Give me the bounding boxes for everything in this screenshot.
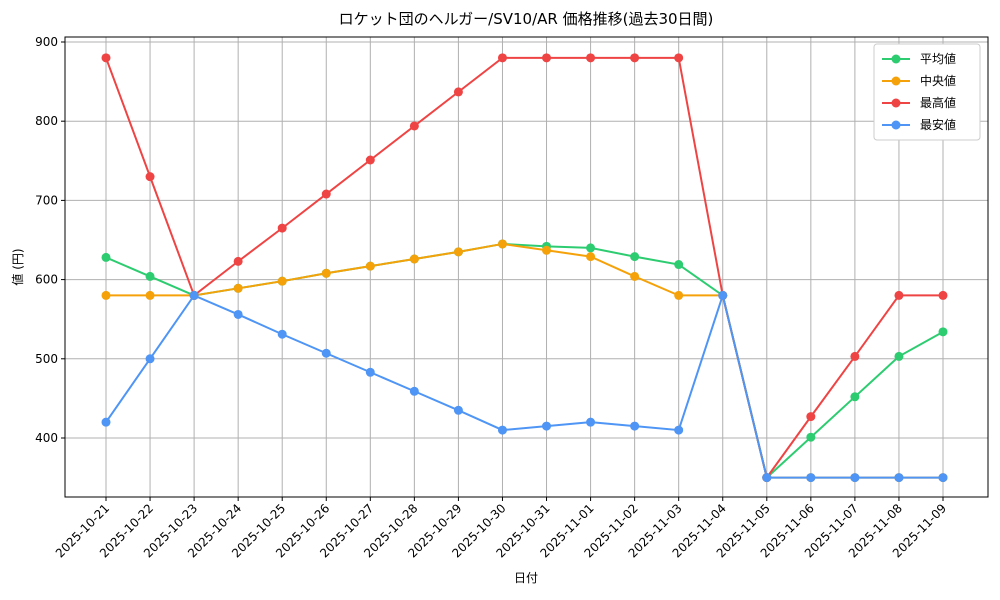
data-point	[674, 53, 684, 63]
data-point	[542, 53, 552, 63]
data-point	[497, 425, 507, 435]
data-point	[674, 290, 684, 300]
data-point	[321, 189, 331, 199]
data-point	[718, 290, 728, 300]
legend-marker	[891, 120, 901, 130]
data-point	[365, 155, 375, 165]
data-point	[806, 412, 816, 422]
data-point	[277, 276, 287, 286]
data-point	[497, 239, 507, 249]
series-line	[105, 56, 943, 480]
data-point	[233, 256, 243, 266]
data-point	[894, 351, 904, 361]
data-point	[806, 432, 816, 442]
y-tick-label: 900	[35, 35, 58, 49]
data-point	[586, 417, 596, 427]
data-point	[365, 367, 375, 377]
data-point	[453, 87, 463, 97]
data-point	[321, 348, 331, 358]
data-point	[101, 417, 111, 427]
x-axis-label: 日付	[514, 571, 538, 585]
data-point	[586, 53, 596, 63]
data-point	[365, 261, 375, 271]
data-point	[938, 327, 948, 337]
legend-label: 中央値	[920, 73, 956, 88]
data-point	[277, 223, 287, 233]
data-point	[233, 283, 243, 293]
data-point	[409, 254, 419, 264]
data-point	[453, 247, 463, 257]
data-point	[850, 351, 860, 361]
data-point	[145, 354, 155, 364]
data-point	[630, 53, 640, 63]
legend-label: 平均値	[920, 51, 956, 66]
y-tick-label: 600	[35, 273, 58, 287]
y-tick-label: 400	[35, 431, 58, 445]
data-point	[453, 405, 463, 415]
data-point	[101, 252, 111, 262]
data-point	[145, 271, 155, 281]
legend-marker	[891, 76, 901, 86]
data-point	[674, 260, 684, 270]
series-line	[106, 242, 943, 479]
data-point	[542, 245, 552, 255]
data-point	[894, 290, 904, 300]
y-tick-label: 700	[35, 193, 58, 207]
data-point	[145, 172, 155, 182]
data-point	[321, 268, 331, 278]
data-point	[233, 309, 243, 319]
data-point	[409, 386, 419, 396]
data-point	[674, 425, 684, 435]
data-point	[409, 121, 419, 131]
legend-label: 最安値	[920, 117, 956, 132]
data-point	[630, 271, 640, 281]
plot-frame	[64, 36, 989, 498]
data-point	[542, 421, 552, 431]
data-point	[850, 392, 860, 402]
y-axis-label: 値 (円)	[10, 248, 25, 285]
data-point	[586, 243, 596, 253]
data-point	[586, 252, 596, 262]
data-point	[850, 473, 860, 483]
data-point	[101, 53, 111, 63]
y-tick-label: 500	[35, 352, 58, 366]
data-point	[938, 290, 948, 300]
data-point	[630, 421, 640, 431]
data-point	[806, 473, 816, 483]
data-point	[101, 290, 111, 300]
data-point	[938, 473, 948, 483]
data-point	[189, 290, 199, 300]
legend-marker	[891, 98, 901, 108]
data-point	[630, 252, 640, 262]
series-line	[105, 242, 944, 480]
legend-marker	[891, 54, 901, 64]
data-point	[277, 329, 287, 339]
data-point	[894, 473, 904, 483]
chart-title: ロケット団のヘルガー/SV10/AR 価格推移(過去30日間)	[339, 10, 714, 28]
data-point	[497, 53, 507, 63]
series-line	[105, 291, 943, 479]
legend-label: 最高値	[920, 95, 956, 110]
y-tick-label: 800	[35, 114, 58, 128]
legend-box	[873, 43, 981, 141]
data-point	[762, 473, 772, 483]
data-point	[145, 290, 155, 300]
